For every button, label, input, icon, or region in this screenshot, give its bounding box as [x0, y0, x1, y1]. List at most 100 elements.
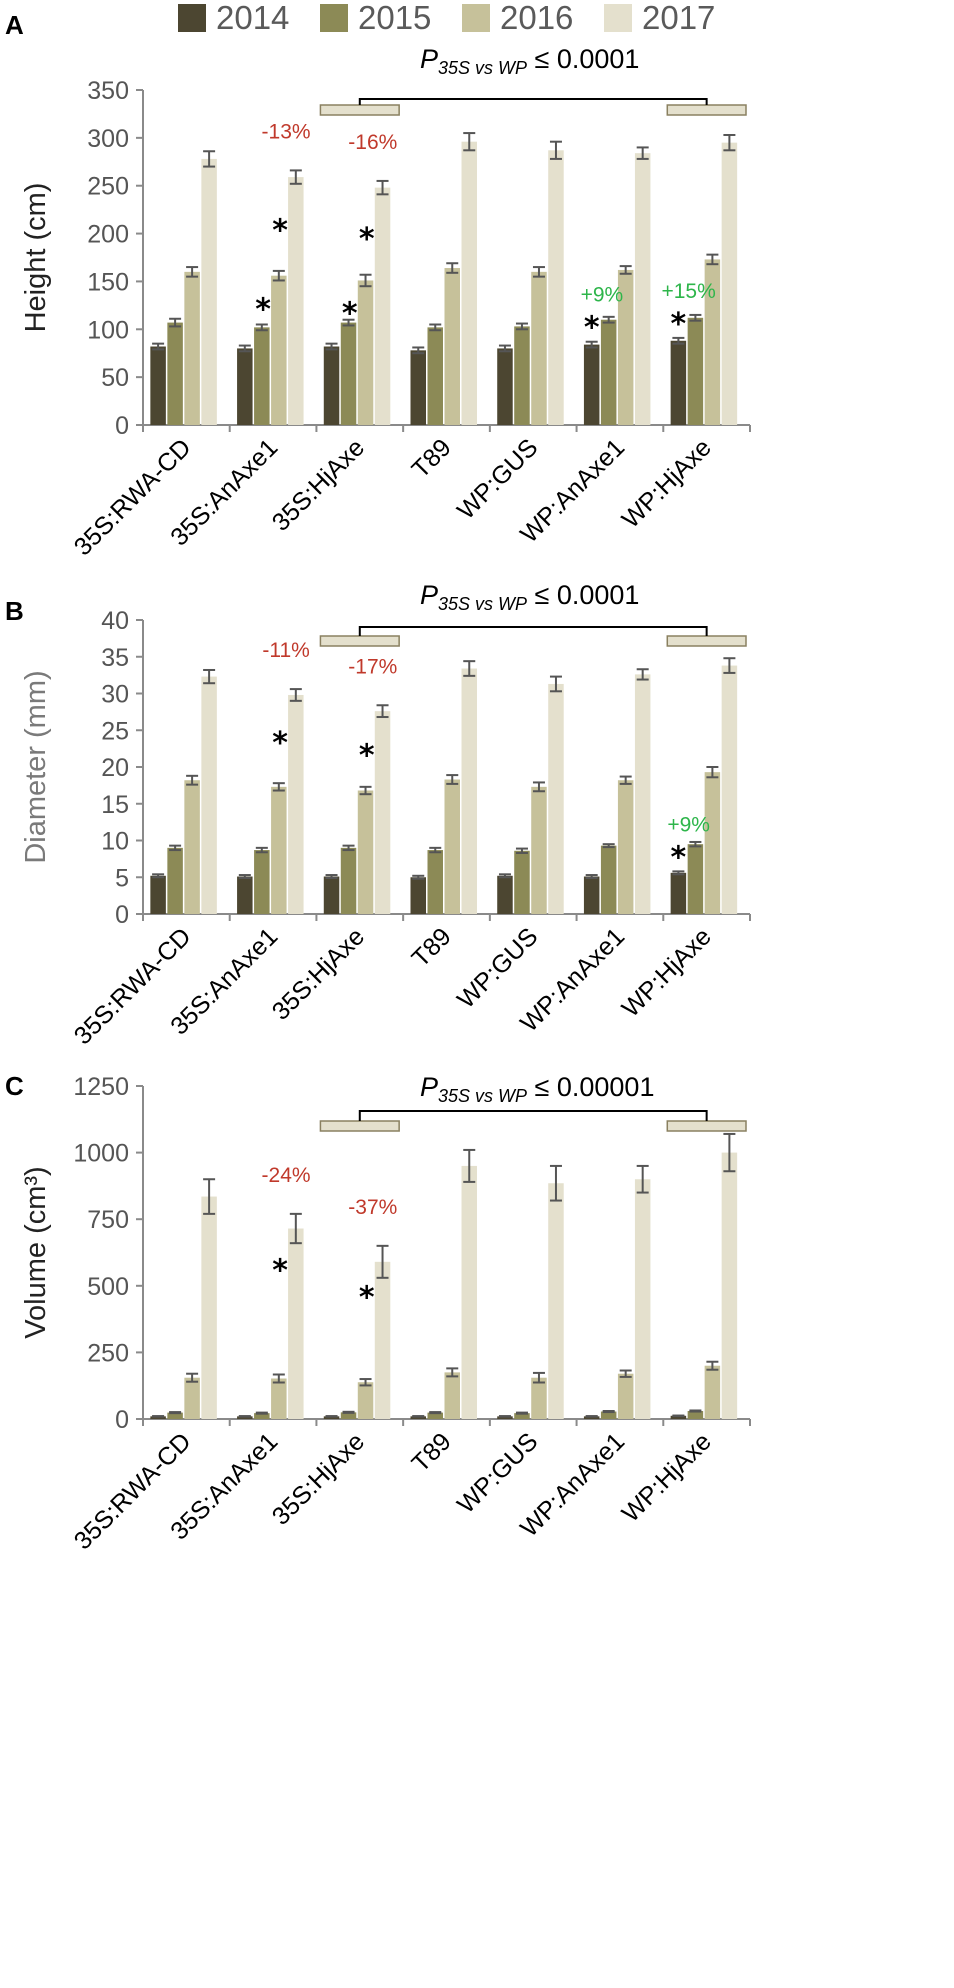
error-bar — [515, 847, 528, 854]
error-bar — [636, 668, 649, 681]
error-bar — [515, 322, 528, 331]
bar-2015-WP:AnAxe1 — [600, 319, 617, 425]
bar-2014-T89 — [410, 1416, 426, 1419]
error-bar — [672, 1414, 685, 1418]
y-tick-label: 150 — [87, 268, 129, 296]
percent-annotation: +15% — [661, 280, 715, 303]
error-bar — [376, 704, 389, 719]
legend-swatch-2016 — [462, 4, 490, 32]
percent-annotation: -37% — [348, 1196, 397, 1219]
error-bar — [325, 342, 338, 351]
x-tick-label: T89 — [406, 1427, 456, 1477]
error-bar — [602, 315, 615, 324]
p-value-label: P35S vs WP ≤ 0.0001 — [420, 44, 639, 78]
error-bar — [152, 342, 165, 351]
y-tick-label: 35 — [101, 644, 129, 672]
x-tick-label: 35S:HjAxe — [267, 433, 370, 536]
bar-2014-WP:GUS — [497, 875, 513, 914]
bar-2015-35S:RWA-CD — [167, 847, 183, 914]
error-bar — [689, 840, 702, 848]
error-bar — [585, 1415, 598, 1418]
significance-star: * — [671, 307, 687, 342]
bar-2016-WP:HjAxe — [704, 259, 721, 425]
bar-2017-WP:GUS — [548, 150, 564, 426]
error-bar — [532, 781, 545, 793]
bar-2014-35S:RWA-CD — [150, 1416, 166, 1419]
y-tick-label: 40 — [101, 607, 129, 635]
error-bar — [359, 785, 372, 796]
error-bar — [636, 146, 649, 160]
error-bar — [549, 675, 562, 693]
legend-swatch-2017 — [604, 4, 632, 32]
group-box-35s — [319, 104, 400, 116]
x-tick-label: T89 — [406, 433, 456, 483]
error-bar — [186, 266, 199, 278]
legend-label-2016: 2016 — [500, 0, 573, 36]
error-bar — [238, 874, 251, 879]
bar-2017-WP:AnAxe1 — [634, 1179, 651, 1419]
y-tick-label: 0 — [115, 1406, 129, 1434]
panel-letter-B: B — [5, 596, 24, 626]
bar-2015-35S:RWA-CD — [167, 1412, 183, 1419]
p-value-subscript: 35S vs WP — [438, 58, 527, 78]
error-bar — [498, 873, 511, 879]
y-tick-label: 50 — [101, 364, 129, 392]
bar-2016-35S:AnAxe1 — [271, 786, 287, 914]
bar-2015-WP:HjAxe — [687, 317, 704, 425]
p-value-symbol: P — [420, 44, 438, 74]
bar-2016-T89 — [444, 1372, 460, 1419]
significance-star: * — [359, 739, 375, 774]
bar-2015-35S:HjAxe — [340, 322, 357, 425]
x-tick-label: 35S:HjAxe — [267, 1427, 370, 1530]
bar-2014-WP:HjAxe — [670, 872, 687, 914]
x-tick-label: WP:HjAxe — [617, 1427, 717, 1527]
comparison-bracket — [358, 1110, 708, 1121]
percent-annotation: -13% — [262, 120, 311, 143]
bar-2016-35S:HjAxe — [357, 280, 374, 425]
error-bar — [255, 846, 268, 854]
bar-2016-WP:AnAxe1 — [617, 1373, 634, 1419]
error-bar — [238, 344, 251, 353]
x-tick-label: T89 — [406, 922, 456, 972]
error-bar — [706, 766, 719, 779]
p-value-symbol: P — [420, 580, 438, 610]
error-bar — [463, 1148, 476, 1183]
significance-star: * — [671, 840, 687, 875]
comparison-bracket — [358, 98, 708, 105]
bar-2015-35S:HjAxe — [340, 847, 357, 914]
error-bar — [723, 133, 736, 152]
error-bar — [463, 660, 476, 677]
x-tick-label: WP:GUS — [452, 433, 544, 525]
error-bar — [446, 1367, 459, 1378]
y-tick-label: 0 — [115, 901, 129, 929]
bar-2014-T89 — [410, 350, 426, 425]
error-bar — [376, 179, 389, 196]
error-bar — [619, 775, 632, 785]
y-tick-label: 100 — [87, 316, 129, 344]
error-bar — [255, 1411, 268, 1415]
x-tick-label: WP:GUS — [452, 922, 544, 1014]
y-axis-title: Height (cm) — [20, 183, 52, 333]
bar-2016-35S:RWA-CD — [184, 1377, 200, 1419]
y-tick-label: 25 — [101, 717, 129, 745]
bar-2016-35S:AnAxe1 — [271, 275, 287, 425]
legend-label-2014: 2014 — [216, 0, 289, 36]
legend-label-2017: 2017 — [642, 0, 715, 36]
significance-star: * — [255, 293, 271, 328]
error-bar — [169, 1411, 182, 1415]
y-tick-label: 10 — [101, 828, 129, 856]
bar-2016-WP:GUS — [531, 271, 547, 425]
bar-2017-WP:AnAxe1 — [634, 153, 651, 425]
bar-2016-35S:HjAxe — [357, 1382, 374, 1419]
bar-2017-35S:RWA-CD — [201, 1196, 217, 1419]
error-bar — [272, 782, 285, 792]
bar-2014-WP:AnAxe1 — [583, 344, 600, 425]
y-axis-title: Diameter (mm) — [20, 670, 52, 863]
bar-2017-T89 — [461, 668, 477, 914]
bar-2014-35S:AnAxe1 — [237, 1416, 253, 1419]
error-bar — [446, 262, 459, 274]
error-bar — [152, 1415, 165, 1418]
bar-2016-WP:AnAxe1 — [617, 269, 634, 425]
error-bar — [186, 1372, 199, 1383]
